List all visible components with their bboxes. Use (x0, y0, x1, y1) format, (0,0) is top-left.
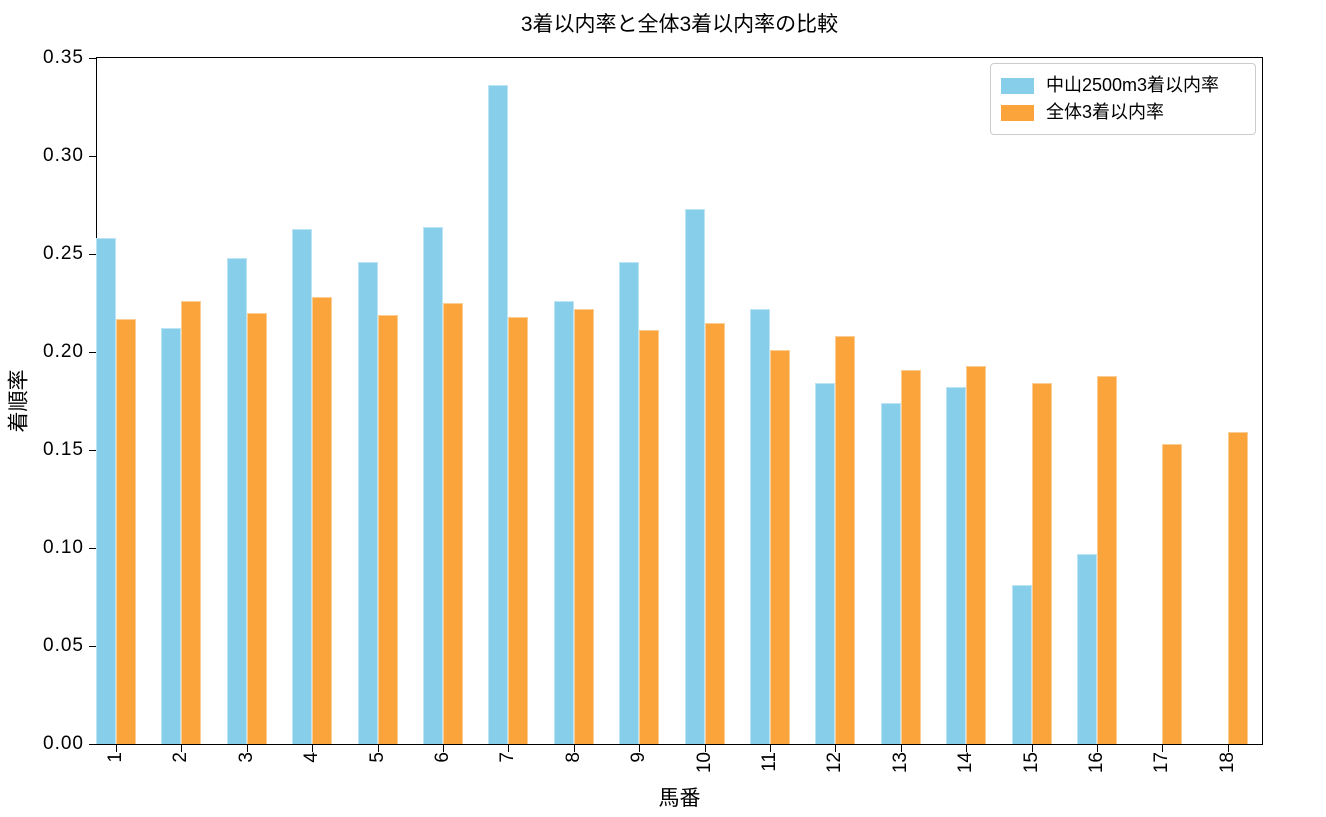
x-tick-mark (443, 745, 444, 752)
bar-series1-x3 (227, 258, 247, 744)
bar-series1-x15 (1012, 585, 1032, 744)
bar-series2-x3 (247, 313, 267, 744)
x-tick-label: 10 (694, 752, 715, 774)
x-tick-label: 1 (105, 752, 126, 763)
y-tick-mark (89, 58, 96, 59)
bar-series1-x4 (292, 229, 312, 744)
bar-series1-x2 (161, 328, 181, 744)
bar-series2-x7 (508, 317, 528, 744)
x-tick-label: 4 (301, 752, 322, 763)
bar-series2-x6 (443, 303, 463, 744)
x-tick-label: 9 (628, 752, 649, 763)
y-tick-label: 0.15 (43, 439, 84, 460)
bar-series1-x7 (488, 85, 508, 744)
x-tick-mark (966, 745, 967, 752)
x-tick-label: 3 (236, 752, 257, 763)
x-tick-label: 8 (563, 752, 584, 763)
y-tick-mark (89, 450, 96, 451)
x-tick-label: 6 (432, 752, 453, 763)
legend-swatch-series1 (1001, 77, 1034, 94)
x-tick-label: 2 (170, 752, 191, 763)
y-tick-mark (89, 254, 96, 255)
bar-series1-x5 (358, 262, 378, 744)
bar-series2-x14 (966, 366, 986, 744)
bar-series1-x1 (96, 238, 116, 744)
x-tick-mark (181, 745, 182, 752)
x-tick-label: 14 (955, 752, 976, 774)
y-tick-label: 0.30 (43, 145, 84, 166)
legend-swatch-series2 (1001, 104, 1034, 121)
bar-series1-x6 (423, 227, 443, 744)
y-tick-label: 0.35 (43, 47, 84, 68)
plot-area (96, 57, 1263, 745)
bar-series1-x14 (946, 387, 966, 744)
bar-series1-x10 (685, 209, 705, 744)
y-tick-mark (89, 156, 96, 157)
x-tick-label: 12 (824, 752, 845, 774)
x-tick-label: 13 (890, 752, 911, 774)
bar-series1-x9 (619, 262, 639, 744)
bar-series2-x4 (312, 297, 332, 744)
legend-entry-series2: 全体3着以内率 (1001, 99, 1245, 126)
y-tick-label: 0.25 (43, 243, 84, 264)
y-tick-mark (89, 646, 96, 647)
bar-series2-x8 (574, 309, 594, 744)
x-tick-mark (312, 745, 313, 752)
chart-title: 3着以内率と全体3着以内率の比較 (520, 13, 839, 36)
y-tick-label: 0.10 (43, 537, 84, 558)
legend: 中山2500m3着以内率 全体3着以内率 (990, 63, 1256, 135)
x-tick-label: 17 (1151, 752, 1172, 774)
legend-entry-series1: 中山2500m3着以内率 (1001, 72, 1245, 99)
y-axis-label-text: 着順率 (7, 369, 30, 433)
bar-series2-x16 (1097, 376, 1117, 744)
bar-series1-x13 (881, 403, 901, 744)
bar-series2-x17 (1162, 444, 1182, 744)
x-tick-label: 16 (1086, 752, 1107, 774)
bar-series1-x12 (815, 383, 835, 744)
x-tick-label: 18 (1217, 752, 1238, 774)
bar-series1-x8 (554, 301, 574, 744)
bar-series2-x2 (181, 301, 201, 744)
x-tick-mark (1162, 745, 1163, 752)
y-tick-label: 0.00 (43, 733, 84, 754)
bar-series2-x12 (835, 336, 855, 744)
y-tick-mark (89, 744, 96, 745)
bar-series1-x16 (1077, 554, 1097, 744)
y-tick-label: 0.20 (43, 341, 84, 362)
bar-series2-x1 (116, 319, 136, 744)
y-tick-mark (89, 352, 96, 353)
bar-series2-x15 (1032, 383, 1052, 744)
bar-series2-x18 (1228, 432, 1248, 744)
x-tick-mark (901, 745, 902, 752)
x-tick-mark (508, 745, 509, 752)
bar-series2-x11 (770, 350, 790, 744)
x-tick-label: 15 (1021, 752, 1042, 774)
legend-label-series1: 中山2500m3着以内率 (1046, 75, 1220, 95)
x-tick-mark (1097, 745, 1098, 752)
bar-series2-x5 (378, 315, 398, 744)
bar-series2-x13 (901, 370, 921, 744)
y-tick-mark (89, 548, 96, 549)
x-tick-mark (116, 745, 117, 752)
legend-label-series2: 全体3着以内率 (1046, 102, 1165, 122)
x-tick-label: 7 (497, 752, 518, 763)
x-tick-mark (705, 745, 706, 752)
bar-series1-x11 (750, 309, 770, 744)
x-tick-mark (639, 745, 640, 752)
x-tick-mark (1032, 745, 1033, 752)
bar-series2-x10 (705, 323, 725, 744)
x-tick-mark (835, 745, 836, 752)
x-tick-mark (1228, 745, 1229, 752)
x-tick-mark (770, 745, 771, 752)
bar-series2-x9 (639, 330, 659, 744)
x-tick-label: 5 (367, 752, 388, 763)
x-tick-label: 11 (759, 752, 780, 772)
y-tick-label: 0.05 (43, 635, 84, 656)
x-tick-mark (574, 745, 575, 752)
x-tick-mark (378, 745, 379, 752)
x-axis-label: 馬番 (658, 787, 701, 810)
x-tick-mark (247, 745, 248, 752)
